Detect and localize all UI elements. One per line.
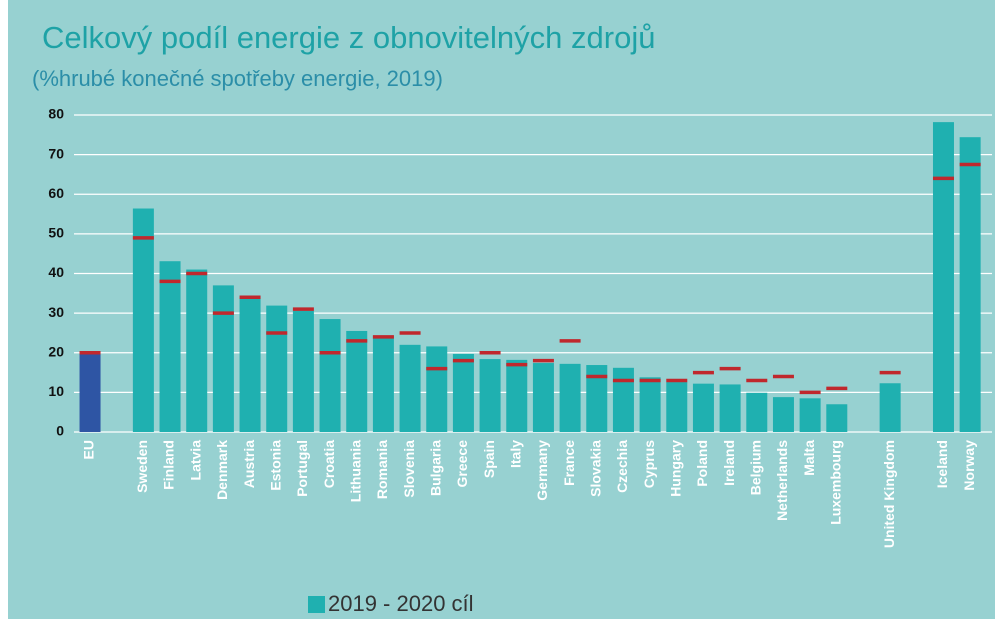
x-tick-label: Bulgaria: [427, 440, 443, 496]
x-tick-label: Slovenia: [401, 440, 417, 498]
x-tick-label: Croatia: [321, 440, 337, 488]
x-tick-label: Greece: [454, 440, 470, 488]
x-tick-label: Ireland: [721, 440, 737, 486]
x-tick-label: Austria: [241, 440, 257, 488]
x-tick-label: Italy: [507, 440, 523, 468]
bar: [826, 404, 848, 432]
legend-label: 2019 - 2020 cíl: [328, 591, 474, 616]
x-tick-label: EU: [81, 440, 97, 459]
bar: [372, 335, 394, 432]
y-tick-label: 80: [48, 106, 64, 122]
bar: [666, 382, 688, 432]
x-tick-label: Cyprus: [641, 440, 657, 488]
bar: [319, 319, 341, 432]
chart-subtitle: (%hrubé konečné spotřeby energie, 2019): [32, 66, 443, 91]
y-tick-label: 50: [48, 225, 64, 241]
x-tick-label: Slovakia: [587, 440, 603, 497]
bar: [452, 353, 474, 432]
bar: [239, 298, 261, 432]
y-tick-label: 70: [48, 145, 64, 161]
x-tick-label: Romania: [374, 440, 390, 499]
x-tick-label: Norway: [961, 440, 977, 491]
bar: [559, 363, 581, 432]
y-tick-label: 40: [48, 264, 64, 280]
bar: [746, 392, 768, 432]
bar: [639, 377, 661, 432]
x-tick-label: Portugal: [294, 440, 310, 497]
x-tick-label: Hungary: [667, 440, 683, 497]
bar: [399, 344, 421, 432]
x-tick-label: Netherlands: [774, 440, 790, 521]
y-tick-label: 60: [48, 185, 64, 201]
bar: [212, 285, 234, 432]
x-tick-label: Malta: [801, 440, 817, 476]
bar: [586, 365, 608, 432]
bar: [612, 367, 634, 432]
bar: [799, 398, 821, 432]
bar: [159, 261, 181, 432]
bar: [532, 363, 554, 432]
x-tick-label: Estonia: [267, 440, 283, 491]
bar: [186, 269, 208, 432]
x-tick-label: Germany: [534, 440, 550, 501]
chart-background: [8, 0, 995, 619]
x-tick-label: Iceland: [934, 440, 950, 488]
chart-title: Celkový podíl energie z obnovitelných zd…: [42, 20, 655, 55]
bar: [932, 122, 954, 432]
y-tick-label: 10: [48, 383, 64, 399]
bar: [959, 137, 981, 432]
x-tick-label: Poland: [694, 440, 710, 487]
x-tick-label: Denmark: [214, 440, 230, 500]
bar: [346, 330, 368, 432]
y-tick-label: 20: [48, 343, 64, 359]
bar: [132, 208, 154, 432]
bar: [266, 305, 288, 432]
x-tick-label: Latvia: [187, 440, 203, 481]
x-tick-label: Finland: [161, 440, 177, 490]
x-tick-label: Lithuania: [347, 440, 363, 502]
bar: [506, 359, 528, 432]
x-tick-label: Luxembourg: [827, 440, 843, 525]
bar: [692, 383, 714, 432]
bar: [719, 384, 741, 432]
bar: [479, 359, 501, 432]
bar: [292, 310, 314, 432]
legend-swatch: [308, 596, 325, 613]
x-tick-label: Czechia: [614, 440, 630, 493]
x-tick-label: Belgium: [747, 440, 763, 495]
x-tick-label: United Kingdom: [881, 440, 897, 548]
x-tick-label: Sweden: [134, 440, 150, 493]
x-tick-label: France: [561, 440, 577, 486]
bar: [426, 346, 448, 432]
y-tick-label: 30: [48, 304, 64, 320]
y-tick-label: 0: [56, 423, 64, 439]
bar: [879, 383, 901, 432]
x-tick-label: Spain: [481, 440, 497, 478]
bar: [79, 353, 101, 432]
bar: [772, 397, 794, 432]
